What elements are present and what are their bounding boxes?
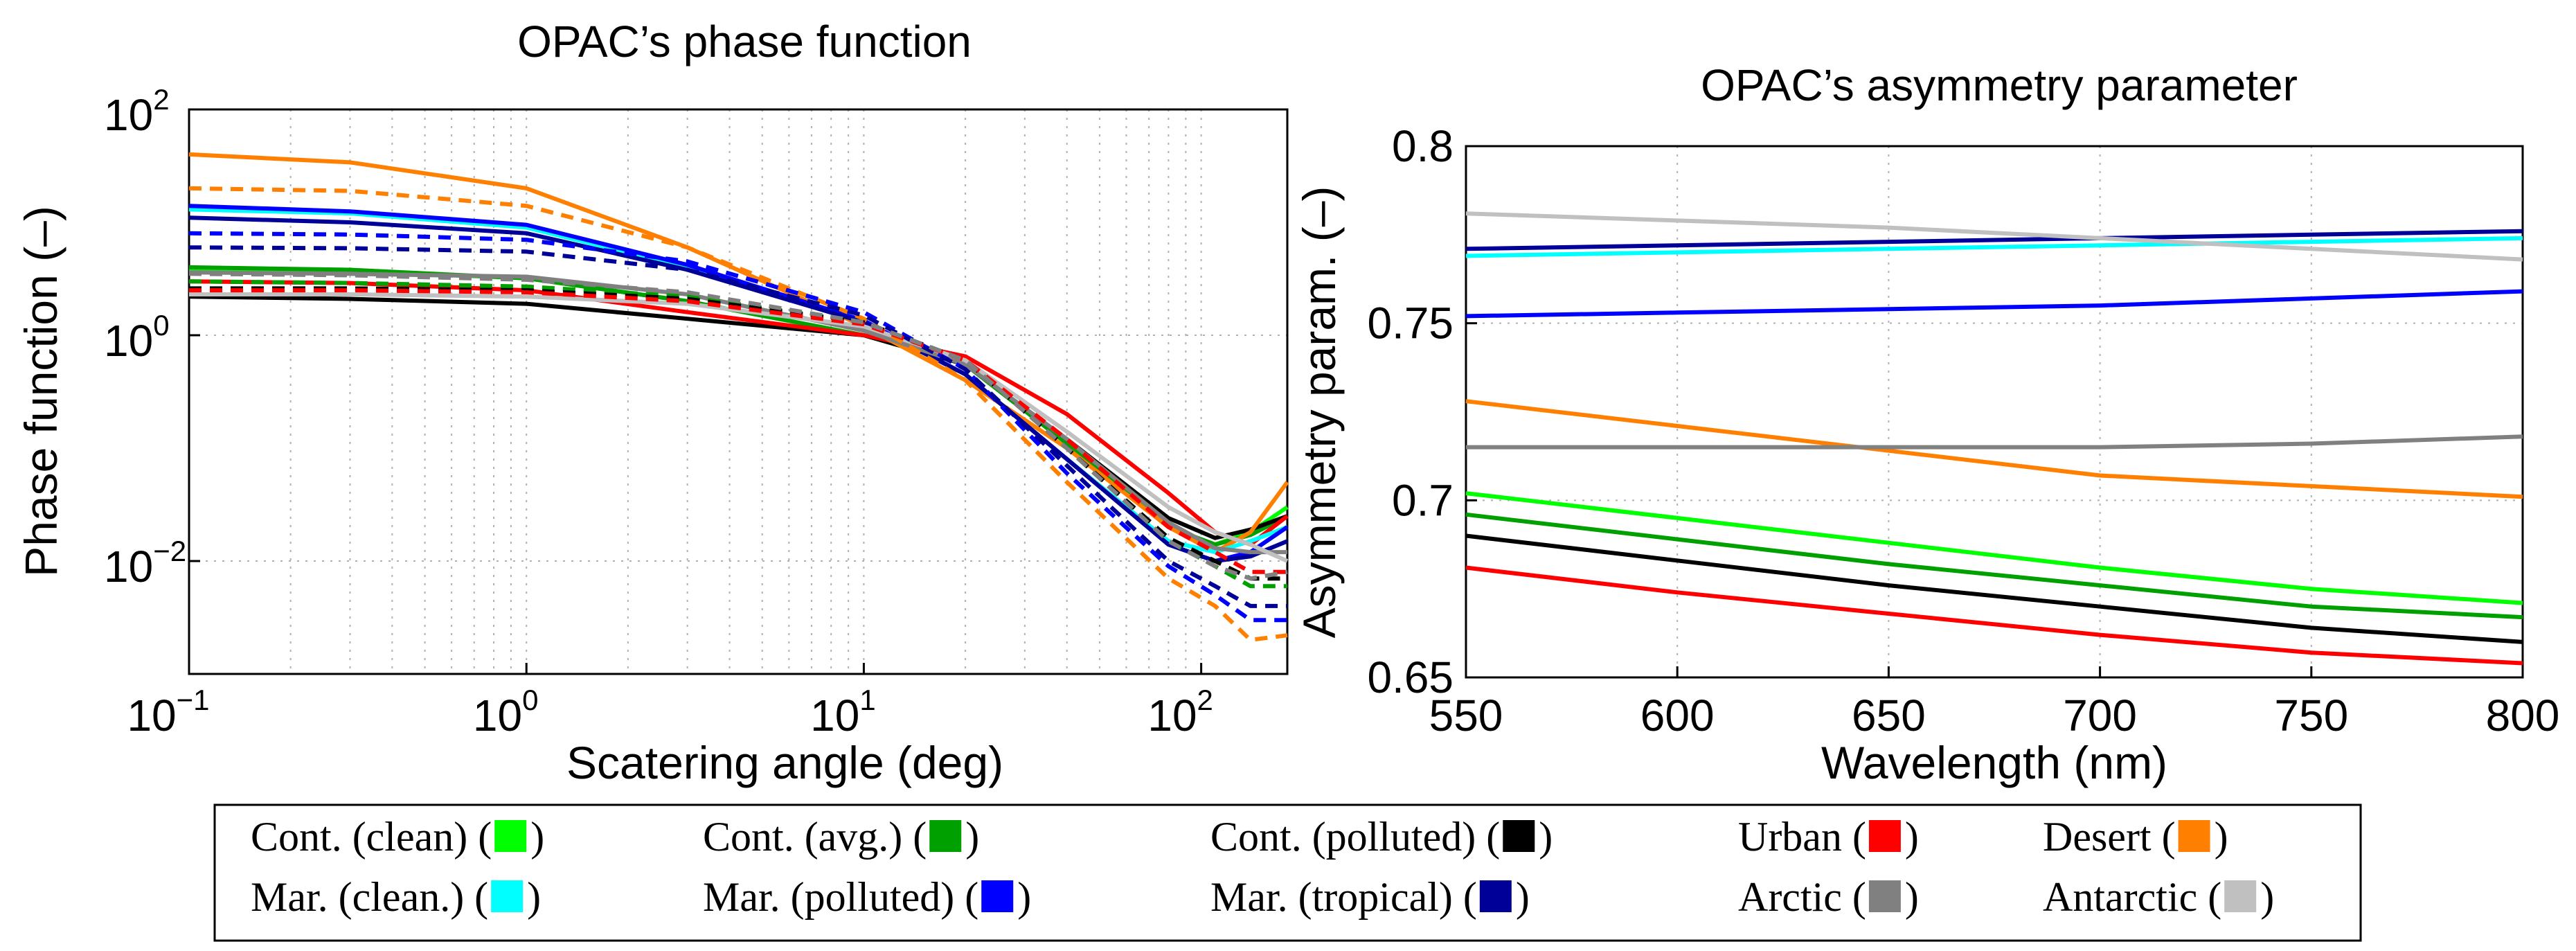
asymmetry-xlabel: Wavelength (nm) <box>1821 737 2167 788</box>
series-line-cont-avg-dashed <box>188 279 1287 589</box>
series-line-cont-polluted <box>1465 533 2523 644</box>
asymmetry-ticks: 550 600 650 700 750 800 0.65 0.7 0.75 0.8 <box>1367 121 2559 740</box>
legend-label: Mar. (tropical) ( <box>1210 874 1477 920</box>
x-tick-label: 100 <box>473 684 539 740</box>
phase-function-panel: OPAC’s phase function 10−1 100 101 10210−21… <box>15 17 1289 788</box>
legend-swatch <box>981 880 1014 912</box>
y-tick-label: 102 <box>104 83 170 140</box>
y-tick-label: 0.8 <box>1392 121 1454 171</box>
legend-close-paren: ) <box>965 814 979 860</box>
series-line-urban <box>1465 565 2523 666</box>
phase-function-ylabel: Phase function (–) <box>15 206 66 577</box>
series-line-mar-tropical <box>1465 229 2523 251</box>
legend-item-cont-avg: Cont. (avg.) () <box>703 814 979 860</box>
x-tick-label: 101 <box>810 684 876 740</box>
asymmetry-ylabel: Asymmetry param. (–) <box>1294 186 1345 639</box>
x-tick-label: 700 <box>2063 691 2137 740</box>
legend-item-arctic: Arctic () <box>1738 874 1919 920</box>
legend-item-cont-polluted: Cont. (polluted) () <box>1210 814 1553 860</box>
legend-close-paren: ) <box>2215 814 2228 860</box>
asymmetry-axes-box <box>1465 145 2524 679</box>
asymmetry-title: OPAC’s asymmetry parameter <box>1701 60 2298 110</box>
legend-close-paren: ) <box>1905 814 1919 860</box>
phase-function-grid <box>189 109 1287 674</box>
legend-item-desert: Desert () <box>2043 814 2228 860</box>
series-line-arctic-dashed <box>188 272 1288 581</box>
series-line-arctic <box>1466 434 2523 450</box>
y-tick-label: 10−2 <box>104 535 186 592</box>
legend-swatch <box>1503 820 1535 852</box>
y-tick-label: 0.7 <box>1392 475 1454 525</box>
x-tick-label: 750 <box>2274 691 2348 740</box>
series-line-mar-clean <box>188 207 1289 555</box>
x-tick-label: 800 <box>2486 691 2560 740</box>
x-tick-label: 600 <box>1640 691 1715 740</box>
legend-close-paren: ) <box>527 874 541 920</box>
series-line-mar-tropical-dashed <box>188 245 1287 608</box>
legend-label: Mar. (clean.) ( <box>251 874 488 920</box>
legend-swatch <box>2178 820 2210 852</box>
legend-swatch <box>491 880 524 912</box>
legend-label: Urban ( <box>1738 814 1866 860</box>
legend-item-mar-tropical: Mar. (tropical) () <box>1210 874 1530 920</box>
series-line-mar-polluted <box>1465 289 2523 319</box>
series-line-mar-clean <box>1465 235 2523 258</box>
phase-function-lines <box>188 152 1289 642</box>
legend: Cont. (clean) () Cont. (avg.) () Cont. (po… <box>213 803 2362 942</box>
legend-close-paren: ) <box>2260 874 2274 920</box>
series-line-mar-polluted-dashed <box>188 231 1287 623</box>
legend-swatch <box>494 820 527 852</box>
legend-item-cont-clean: Cont. (clean) () <box>251 814 544 860</box>
series-line-antarctic <box>189 292 1289 563</box>
legend-item-urban: Urban () <box>1738 814 1919 860</box>
y-tick-label: 0.65 <box>1367 652 1454 702</box>
x-tick-label: 550 <box>1429 691 1503 740</box>
phase-function-title: OPAC’s phase function <box>517 17 972 66</box>
legend-item-mar-clean: Mar. (clean.) () <box>251 874 541 920</box>
legend-label: Desert ( <box>2043 814 2176 860</box>
legend-close-paren: ) <box>1516 874 1530 920</box>
legend-label: Cont. (avg.) ( <box>703 814 927 860</box>
legend-swatch <box>1868 880 1901 912</box>
series-line-desert <box>1465 399 2523 499</box>
legend-label: Cont. (polluted) ( <box>1210 814 1500 860</box>
x-tick-label: 650 <box>1852 691 1926 740</box>
legend-label: Cont. (clean) ( <box>251 814 492 860</box>
legend-close-paren: ) <box>1017 874 1031 920</box>
phase-function-ticks: 10−1 100 101 102 10−2 100 102 <box>104 83 1213 740</box>
asymmetry-lines <box>1465 211 2523 666</box>
series-line-desert-dashed <box>188 186 1288 642</box>
phase-function-xlabel: Scatering angle (deg) <box>566 737 1003 788</box>
asymmetry-panel: OPAC’s asymmetry parameter 550 600 650 700 7… <box>1294 60 2559 788</box>
x-tick-label: 10−1 <box>127 684 209 740</box>
legend-box <box>213 803 2362 942</box>
series-line-antarctic <box>1465 211 2523 262</box>
legend-label: Mar. (polluted) ( <box>703 874 978 920</box>
y-tick-label: 0.75 <box>1367 299 1454 348</box>
y-tick-label: 100 <box>104 309 170 366</box>
legend-swatch <box>1868 820 1901 852</box>
series-line-cont-polluted-dashed <box>189 286 1287 581</box>
legend-swatch <box>929 820 962 852</box>
series-line-arctic <box>188 270 1287 555</box>
legend-swatch <box>1479 880 1512 912</box>
series-line-cont-avg <box>1465 512 2523 620</box>
series-line-urban-dashed <box>189 288 1287 574</box>
series-line-mar-tropical <box>188 215 1289 563</box>
x-tick-label: 102 <box>1147 684 1213 740</box>
legend-label: Antarctic ( <box>2043 874 2221 920</box>
series-line-cont-clean <box>1465 491 2523 605</box>
legend-swatch <box>2224 880 2257 912</box>
legend-close-paren: ) <box>1905 874 1919 920</box>
legend-item-mar-polluted: Mar. (polluted) () <box>703 874 1031 920</box>
legend-label: Arctic ( <box>1738 874 1866 920</box>
legend-close-paren: ) <box>530 814 544 860</box>
legend-close-paren: ) <box>1539 814 1553 860</box>
legend-item-antarctic: Antarctic () <box>2043 874 2274 920</box>
phase-function-axes-box <box>188 108 1289 675</box>
